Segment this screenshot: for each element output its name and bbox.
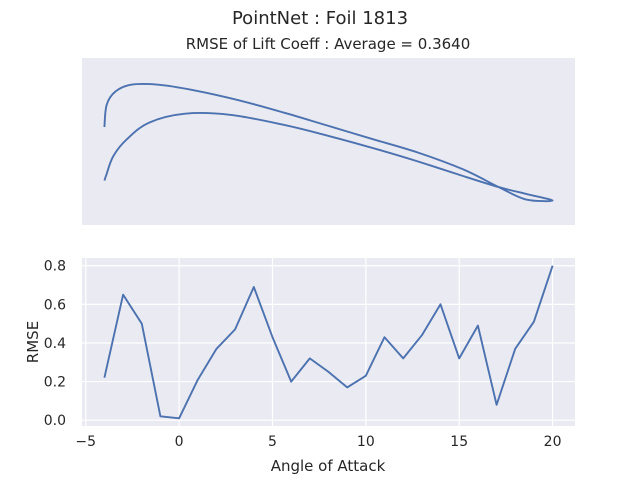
- rmse-panel: −5 0 5 10 15 20 0.0 0.2 0.4 0.6 0.8 Angle of Atta…: [24, 258, 575, 475]
- rmse-plot-background: [82, 258, 575, 426]
- x-tick-label: 10: [357, 434, 375, 450]
- rmse-x-tick-labels: −5 0 5 10 15 20: [75, 434, 561, 450]
- x-tick-label: 20: [544, 434, 562, 450]
- y-tick-label: 0.0: [44, 413, 66, 429]
- airfoil-panel: [82, 58, 575, 225]
- y-tick-label: 0.4: [44, 336, 66, 352]
- x-tick-label: 5: [268, 434, 277, 450]
- y-tick-label: 0.8: [44, 259, 66, 275]
- x-tick-label: 15: [450, 434, 468, 450]
- y-tick-label: 0.2: [44, 375, 66, 391]
- rmse-data-points: [104, 265, 553, 419]
- airfoil-outline: [103, 83, 554, 203]
- rmse-grid: [82, 258, 575, 426]
- figure-suptitle: PointNet : Foil 1813: [232, 8, 408, 29]
- figure-subtitle: RMSE of Lift Coeff : Average = 0.3640: [186, 35, 471, 53]
- rmse-y-tick-labels: 0.0 0.2 0.4 0.6 0.8: [44, 259, 66, 429]
- x-axis-label: Angle of Attack: [271, 457, 386, 475]
- x-tick-label: −5: [75, 434, 96, 450]
- x-tick-label: 0: [175, 434, 184, 450]
- y-tick-label: 0.6: [44, 297, 66, 313]
- y-axis-label: RMSE: [24, 321, 42, 363]
- airfoil-plot-background: [82, 58, 575, 225]
